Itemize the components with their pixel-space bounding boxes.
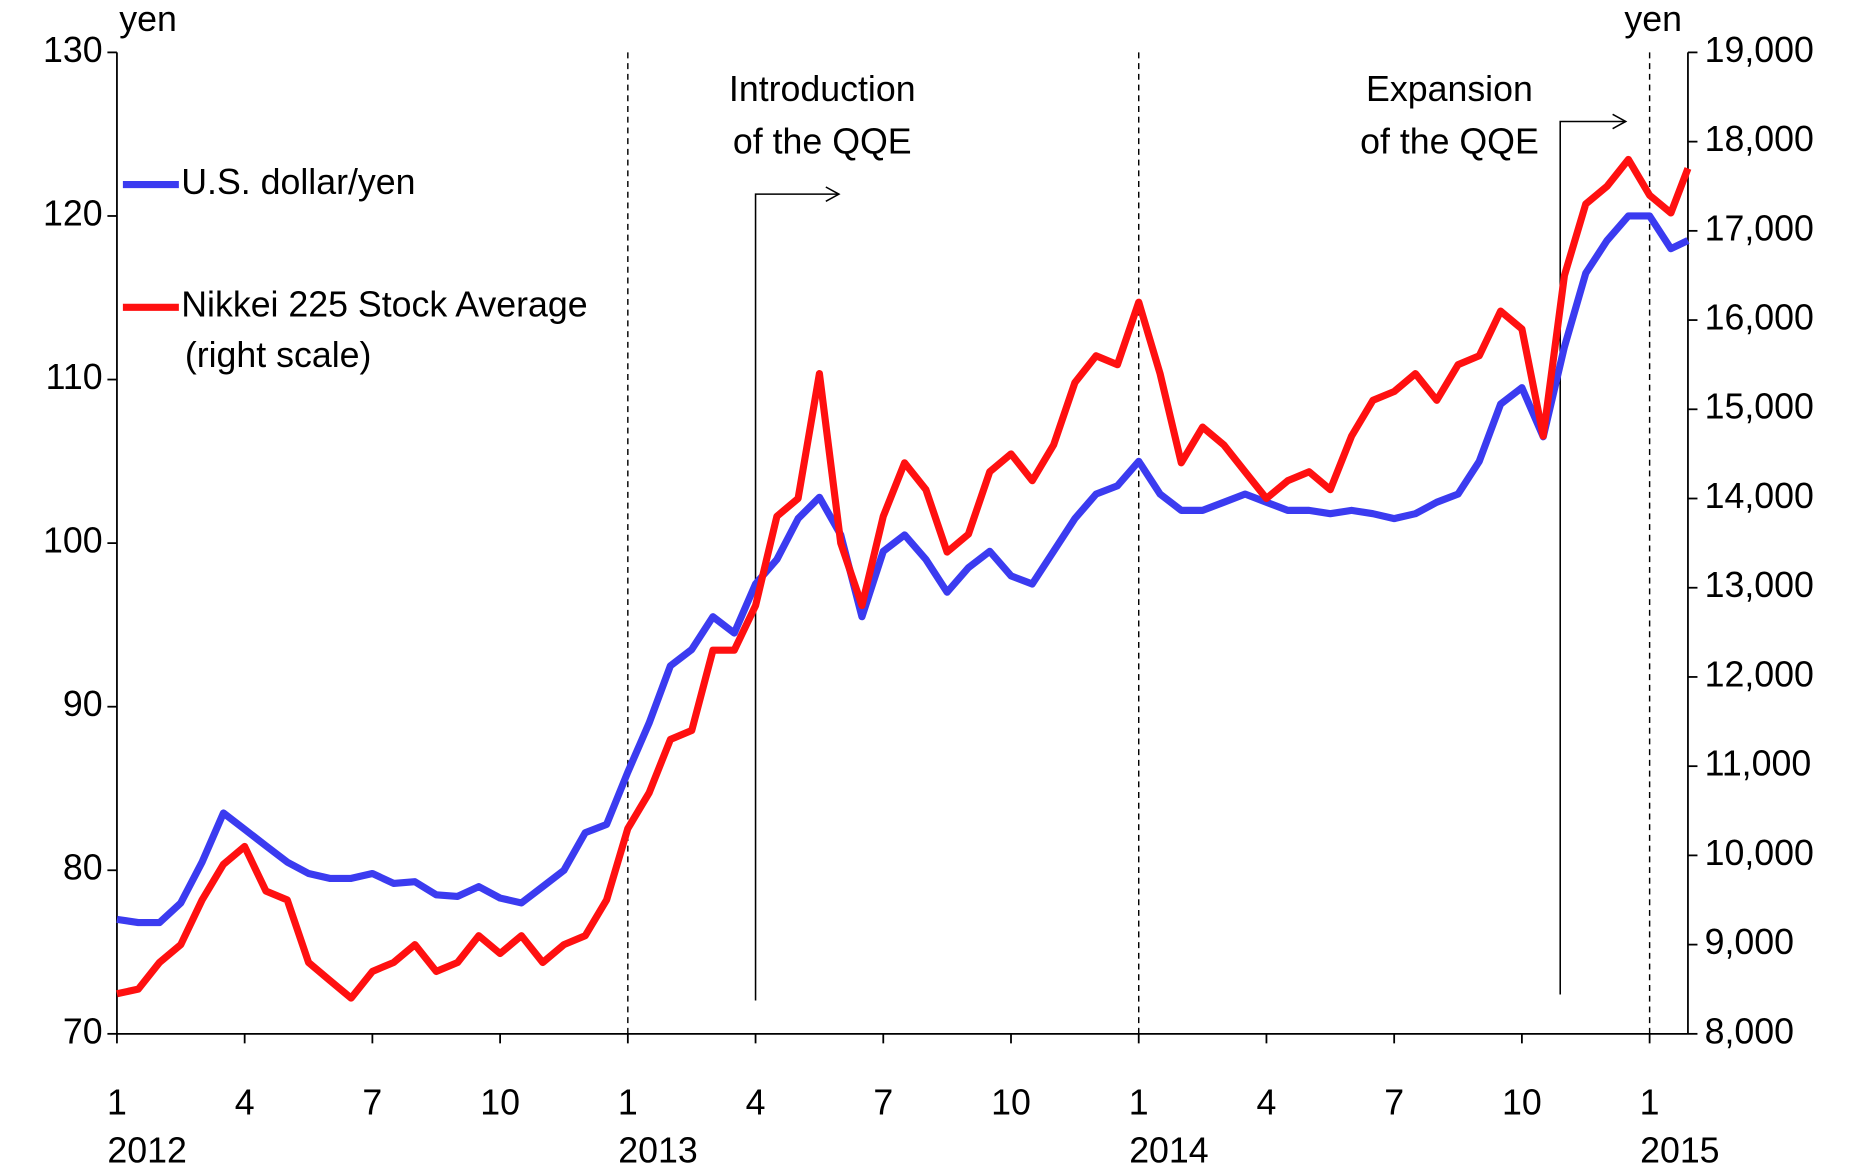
y2-tick-label: 17,000 [1705,208,1814,248]
annotation-arrow [754,186,841,1001]
y2-tick-label: 18,000 [1705,119,1814,159]
y2-tick-label: 15,000 [1705,387,1814,427]
x-tick-label: 7 [873,1083,893,1123]
y-tick-label: 120 [43,193,103,233]
y-tick-label: 130 [43,30,103,70]
x-tick-label: 7 [362,1083,382,1123]
legend-note: (right scale) [185,335,372,375]
y-tick-label: 90 [63,684,103,724]
annotation-arrow [1559,113,1628,995]
y2-tick-label: 16,000 [1705,298,1814,338]
x-tick-label: 7 [1384,1083,1404,1123]
y2-tick-label: 12,000 [1705,654,1814,694]
x-tick-label: 4 [1257,1083,1277,1123]
x-tick-label: 10 [480,1083,520,1123]
y2-tick-label: 11,000 [1705,744,1812,784]
x-year-label: 2014 [1129,1130,1208,1170]
y-tick-label: 100 [43,521,103,561]
y2-axis-unit: yen [1624,0,1682,39]
annotation-text: of the QQE [733,122,912,162]
annotation-text: Introduction [729,69,916,109]
x-tick-label: 10 [991,1083,1031,1123]
y-tick-label: 110 [46,357,103,397]
x-year-label: 2012 [107,1130,186,1170]
y-tick-label: 70 [63,1011,103,1051]
series-line [116,212,1690,927]
x-year-label: 2015 [1640,1130,1719,1170]
x-tick-label: 4 [746,1083,766,1123]
y2-tick-label: 19,000 [1705,30,1814,70]
y2-tick-label: 9,000 [1705,922,1794,962]
y2-tick-label: 8,000 [1705,1011,1794,1051]
x-tick-label: 10 [1502,1083,1542,1123]
series-line [116,155,1692,1002]
x-tick-label: 1 [1640,1083,1660,1123]
y-tick-label: 80 [63,848,103,888]
x-tick-label: 1 [618,1083,638,1123]
legend-label: Nikkei 225 Stock Average [181,285,587,325]
annotation-text: of the QQE [1360,122,1539,162]
legend-label: U.S. dollar/yen [181,162,415,202]
y2-tick-label: 14,000 [1705,476,1814,516]
x-tick-label: 1 [107,1083,127,1123]
x-tick-label: 1 [1129,1083,1149,1123]
y2-tick-label: 13,000 [1705,565,1814,605]
x-tick-label: 4 [235,1083,255,1123]
y2-tick-label: 10,000 [1705,833,1814,873]
x-year-label: 2013 [618,1130,697,1170]
y-axis-unit: yen [119,0,177,39]
annotation-text: Expansion [1366,69,1533,109]
